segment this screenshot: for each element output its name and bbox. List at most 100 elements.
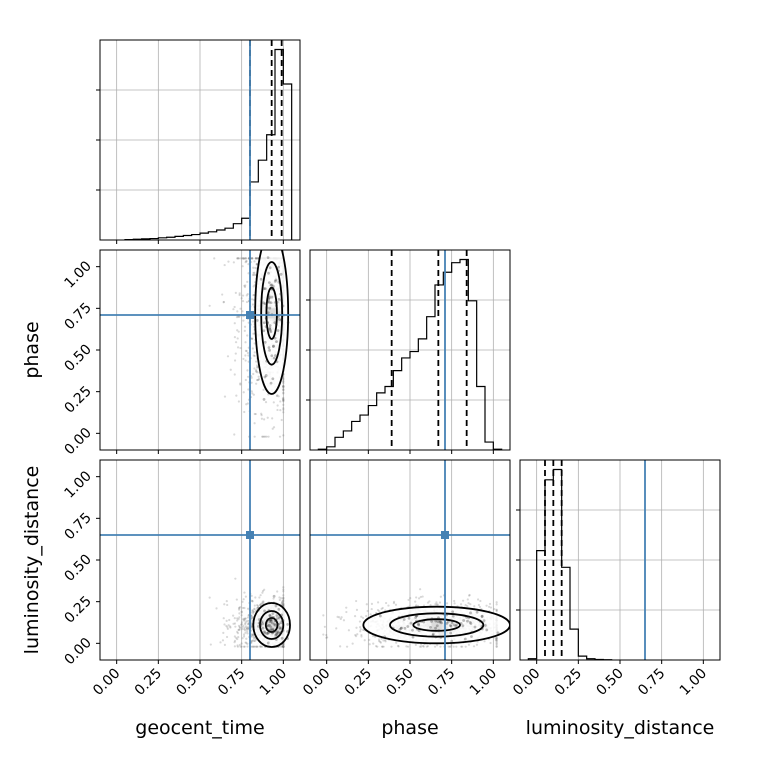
sample-point bbox=[252, 273, 255, 277]
sample-point bbox=[282, 398, 285, 401]
sample-point bbox=[359, 628, 362, 631]
sample-point bbox=[282, 600, 285, 603]
sample-point bbox=[270, 631, 274, 635]
sample-point bbox=[260, 620, 264, 624]
sample-point bbox=[359, 630, 362, 633]
sample-point bbox=[229, 625, 232, 628]
sample-point bbox=[259, 602, 263, 605]
sample-point bbox=[451, 619, 455, 623]
sample-point bbox=[282, 586, 285, 589]
sample-point bbox=[281, 599, 284, 602]
sample-point bbox=[345, 645, 349, 648]
sample-point bbox=[252, 266, 255, 269]
sample-point bbox=[276, 622, 280, 626]
sample-point bbox=[422, 645, 425, 648]
sample-point bbox=[254, 257, 257, 260]
sample-point bbox=[262, 321, 266, 325]
y-axis-label: phase bbox=[21, 321, 43, 378]
sample-point bbox=[223, 263, 226, 267]
sample-point bbox=[274, 638, 278, 641]
sample-point bbox=[226, 627, 229, 630]
sample-point bbox=[252, 645, 255, 648]
sample-point bbox=[252, 610, 255, 614]
sample-point bbox=[246, 630, 249, 633]
sample-point bbox=[282, 400, 285, 403]
sample-point bbox=[242, 357, 245, 361]
sample-point bbox=[282, 643, 285, 646]
sample-point bbox=[245, 626, 248, 630]
sample-point bbox=[269, 241, 272, 244]
sample-point bbox=[280, 602, 284, 605]
histogram-geocent_time bbox=[124, 48, 293, 240]
sample-point bbox=[260, 602, 264, 605]
sample-point bbox=[396, 644, 400, 648]
sample-point bbox=[237, 330, 240, 333]
sample-point bbox=[434, 602, 437, 606]
sample-point bbox=[322, 633, 325, 636]
sample-point bbox=[282, 391, 285, 394]
sample-point bbox=[245, 260, 248, 263]
sample-point bbox=[232, 622, 235, 625]
sample-point bbox=[222, 617, 225, 620]
sample-point bbox=[282, 378, 285, 381]
sample-point bbox=[282, 385, 285, 388]
sample-point bbox=[250, 616, 254, 620]
sample-point bbox=[244, 354, 247, 357]
y-tick-label: 0.50 bbox=[61, 342, 94, 375]
y-axis-label: luminosity_distance bbox=[21, 466, 43, 655]
scatter-points bbox=[208, 577, 291, 648]
sample-point bbox=[241, 626, 244, 629]
sample-point bbox=[275, 300, 279, 304]
sample-point bbox=[238, 628, 241, 631]
sample-point bbox=[208, 304, 211, 307]
sample-point bbox=[257, 618, 261, 621]
sample-point bbox=[495, 636, 498, 640]
sample-point bbox=[282, 645, 285, 648]
sample-point bbox=[451, 614, 455, 618]
sample-point bbox=[244, 631, 247, 634]
sample-point bbox=[282, 407, 285, 410]
sample-point bbox=[411, 628, 414, 632]
sample-point bbox=[240, 257, 244, 260]
sample-point bbox=[262, 601, 265, 605]
sample-point bbox=[229, 626, 232, 629]
sample-point bbox=[282, 382, 285, 385]
sample-point bbox=[495, 609, 498, 613]
sample-point bbox=[345, 610, 348, 614]
sample-point bbox=[269, 283, 273, 287]
sample-point bbox=[267, 294, 271, 298]
sample-point bbox=[258, 596, 261, 599]
sample-point bbox=[237, 624, 241, 627]
sample-point bbox=[378, 640, 381, 643]
sample-point bbox=[257, 375, 260, 378]
sample-point bbox=[253, 637, 256, 640]
sample-point bbox=[273, 619, 277, 623]
sample-point bbox=[399, 626, 403, 630]
sample-point bbox=[438, 620, 442, 624]
sample-point bbox=[286, 630, 289, 633]
sample-point bbox=[257, 377, 261, 381]
sample-point bbox=[407, 616, 411, 620]
sample-point bbox=[271, 377, 275, 381]
sample-point bbox=[362, 628, 365, 632]
sample-point bbox=[268, 327, 272, 331]
sample-point bbox=[238, 612, 241, 615]
sample-point bbox=[495, 639, 498, 642]
sample-point bbox=[272, 622, 276, 626]
sample-point bbox=[252, 634, 255, 637]
sample-point bbox=[496, 631, 500, 635]
sample-point bbox=[229, 368, 232, 371]
sample-point bbox=[417, 622, 420, 626]
sample-point bbox=[268, 623, 271, 627]
sample-point bbox=[282, 399, 285, 402]
sample-point bbox=[240, 610, 243, 613]
sample-point bbox=[270, 617, 274, 621]
sample-point bbox=[238, 607, 241, 610]
sample-point bbox=[239, 382, 242, 385]
sample-point bbox=[275, 360, 279, 364]
sample-point bbox=[247, 375, 250, 378]
sample-point bbox=[251, 609, 254, 612]
sample-point bbox=[245, 637, 248, 640]
sample-point bbox=[325, 636, 328, 639]
sample-point bbox=[244, 623, 247, 626]
